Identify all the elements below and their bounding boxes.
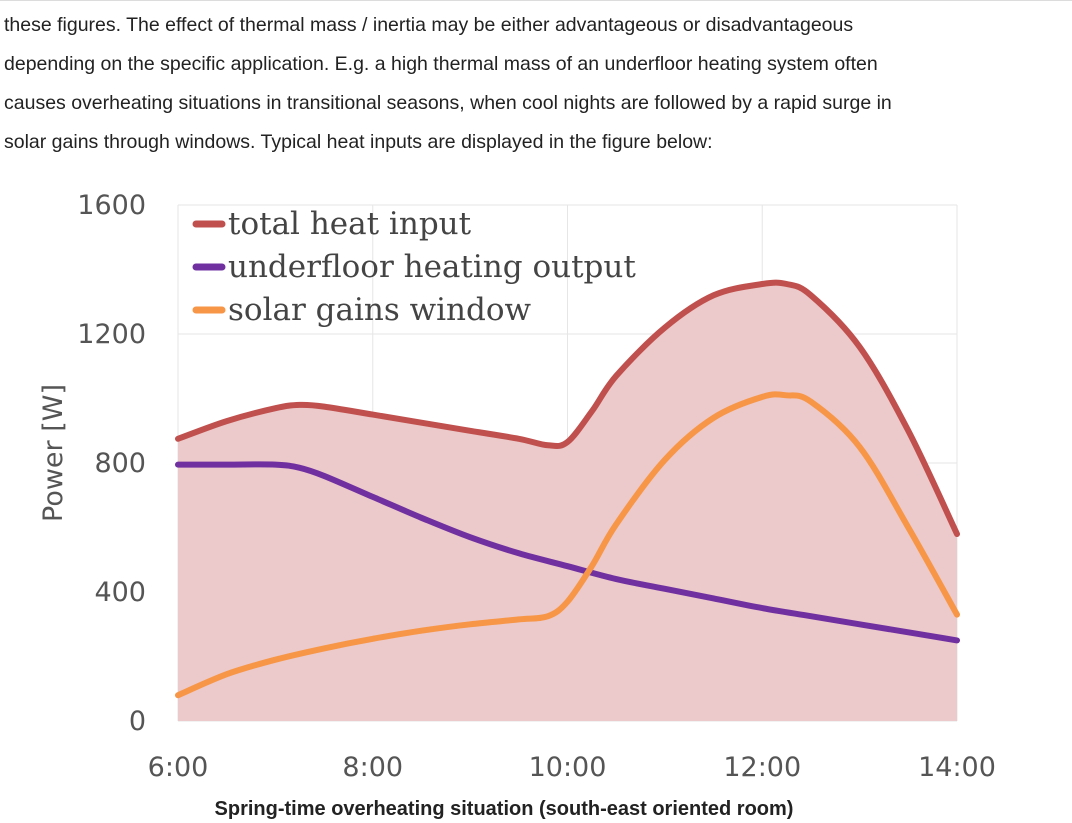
series-lines	[175, 279, 960, 699]
series-line-total-heat-input	[175, 279, 960, 537]
series-line-solar-gains-window	[175, 391, 960, 699]
paragraph-line: these figures. The effect of thermal mas…	[4, 14, 854, 36]
y-tick-label: 0	[129, 706, 146, 737]
series-line-underfloor-heating-output	[175, 461, 960, 644]
figure-caption: Spring-time overheating situation (south…	[214, 798, 794, 820]
legend-label: total heat input	[228, 206, 472, 242]
y-tick-label: 1600	[77, 190, 146, 221]
total-heat-area-fill	[178, 282, 957, 721]
body-paragraph: these figures. The effect of thermal mas…	[4, 6, 1064, 162]
top-divider	[0, 0, 1072, 1]
chart-legend: total heat input underfloor heating outpu…	[192, 206, 636, 328]
y-axis-title: Power [W]	[38, 384, 69, 522]
x-tick-label: 10:00	[529, 752, 607, 783]
paragraph-line: solar gains through windows. Typical hea…	[4, 131, 713, 153]
legend-label: underfloor heating output	[228, 249, 636, 285]
legend-label: solar gains window	[228, 292, 532, 328]
y-tick-label: 400	[94, 577, 146, 608]
x-tick-label: 8:00	[342, 752, 403, 783]
x-axis-ticks: 6:00 8:00 10:00 12:00 14:00	[148, 752, 996, 783]
x-tick-label: 14:00	[918, 752, 996, 783]
x-tick-label: 12:00	[723, 752, 801, 783]
y-axis-ticks: 0 400 800 1200 1600	[77, 190, 146, 737]
paragraph-line: depending on the specific application. E…	[4, 53, 878, 75]
paragraph-line: causes overheating situations in transit…	[4, 92, 892, 114]
x-tick-label: 6:00	[148, 752, 209, 783]
y-tick-label: 1200	[77, 319, 146, 350]
y-tick-label: 800	[94, 448, 146, 479]
